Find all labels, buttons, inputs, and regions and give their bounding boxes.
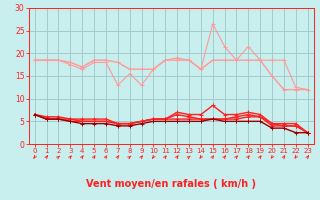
Text: Vent moyen/en rafales ( km/h ): Vent moyen/en rafales ( km/h ) [86, 179, 256, 189]
